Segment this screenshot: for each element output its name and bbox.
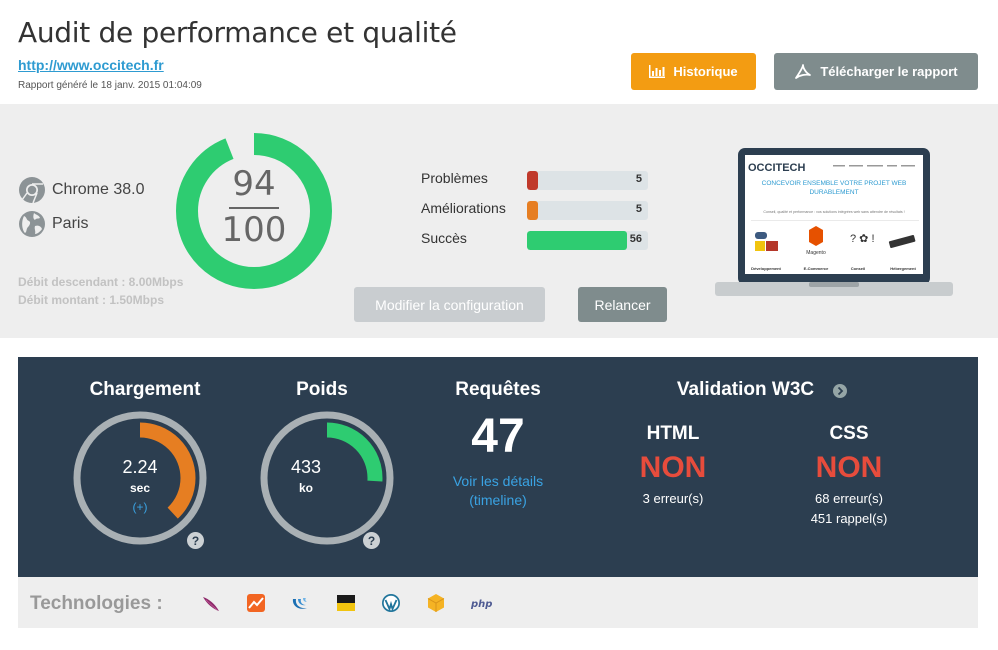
svg-text:Magento: Magento — [806, 250, 826, 256]
weight-title: Poids — [296, 379, 348, 400]
w3c-info-icon[interactable] — [833, 384, 847, 398]
stat-label: Succès — [421, 230, 467, 246]
score-divider — [229, 207, 279, 209]
stat-bar: 5 — [527, 201, 648, 220]
html-label: HTML — [646, 423, 700, 444]
edit-configuration-button[interactable]: Modifier la configuration — [354, 287, 545, 322]
download-label: Télécharger le rapport — [820, 64, 958, 79]
requests-timeline-link[interactable]: (timeline) — [469, 492, 527, 508]
preview-headline-1: CONCEVOIR ENSEMBLE VOTRE PROJET WEB — [762, 180, 907, 187]
feather-icon[interactable] — [201, 593, 221, 613]
preview-column-2: E-Commerce — [804, 266, 829, 271]
flag-icon[interactable] — [336, 593, 356, 613]
preview-brand: OCCITECH — [748, 162, 806, 174]
chart-icon[interactable] — [246, 593, 266, 613]
stat-bar: 5 — [527, 171, 648, 190]
weight-gauge — [260, 411, 394, 545]
html-verdict: NON — [639, 451, 707, 484]
preview-column-4: Hébergement — [890, 266, 916, 271]
audited-url-link[interactable]: http://www.occitech.fr — [18, 57, 164, 73]
technologies-bar: Technologies : php — [18, 577, 978, 628]
download-speed: Débit descendant : 8.00Mbps — [18, 275, 184, 289]
requests-details-link[interactable]: Voir les détails — [452, 473, 544, 489]
load-details-link[interactable]: (+) — [132, 500, 148, 514]
preview-headline-2: DURABLEMENT — [809, 189, 858, 196]
jquery-icon[interactable] — [290, 593, 310, 613]
svg-text:? ✿ !: ? ✿ ! — [850, 233, 875, 245]
stat-bar-fill — [527, 171, 538, 190]
stat-count: 5 — [635, 203, 642, 215]
load-help-icon[interactable]: ? — [187, 532, 204, 549]
report-header: Audit de performance et qualité http://w… — [0, 0, 998, 104]
site-preview: OCCITECH CONCEVOIR ENSEMBLE VOTRE PROJET… — [715, 148, 953, 296]
history-label: Historique — [673, 64, 738, 79]
technologies-label: Technologies : — [30, 593, 163, 614]
metrics-panel: Chargement 2.24 sec (+) ? Poids 433 ko ?… — [18, 357, 978, 577]
weight-value: 433 — [290, 457, 322, 477]
load-gauge — [73, 411, 207, 545]
wordpress-icon[interactable] — [381, 593, 401, 613]
score-value: 94 — [232, 164, 276, 204]
load-unit: sec — [129, 481, 151, 495]
upload-speed: Débit montant : 1.50Mbps — [18, 293, 165, 307]
stat-label: Problèmes — [421, 170, 488, 186]
page-title: Audit de performance et qualité — [18, 16, 457, 49]
load-title: Chargement — [89, 379, 201, 400]
browser-info: Chrome 38.0 — [18, 176, 145, 204]
download-report-button[interactable]: Télécharger le rapport — [774, 53, 978, 90]
requests-title: Requêtes — [455, 379, 541, 400]
stat-bar-fill — [527, 201, 538, 220]
css-errors[interactable]: 68 erreur(s) — [815, 491, 883, 506]
score-max: 100 — [221, 210, 287, 250]
weight-gauge-progress — [271, 422, 383, 534]
css-label: CSS — [829, 423, 869, 444]
php-text: php — [470, 599, 492, 610]
location-name: Paris — [52, 215, 89, 232]
php-icon[interactable]: php — [470, 593, 496, 613]
stat-label: Améliorations — [421, 200, 506, 216]
globe-icon — [19, 211, 45, 237]
w3c-title: Validation W3C — [676, 379, 815, 400]
box-icon[interactable] — [426, 593, 446, 613]
restart-button[interactable]: Relancer — [578, 287, 667, 322]
html-errors[interactable]: 3 erreur(s) — [642, 491, 704, 506]
browser-name: Chrome 38.0 — [52, 181, 145, 198]
requests-count: 47 — [471, 410, 525, 463]
css-verdict: NON — [815, 451, 883, 484]
css-reminders[interactable]: 451 rappel(s) — [810, 511, 888, 526]
location-info: Paris — [18, 210, 88, 238]
weight-unit: ko — [298, 481, 313, 495]
load-gauge-progress — [84, 422, 196, 534]
report-date: Rapport généré le 18 janv. 2015 01:04:09 — [18, 80, 202, 91]
load-gauge-track — [73, 411, 207, 545]
pdf-icon — [795, 63, 812, 79]
preview-column-3: Conseil — [851, 266, 865, 271]
stat-bar: 56 — [527, 231, 648, 250]
bar-chart-icon — [649, 65, 666, 78]
history-button[interactable]: Historique — [631, 53, 756, 90]
preview-tagline: Conseil, qualité et performance : vos so… — [763, 210, 904, 214]
chrome-icon — [19, 177, 45, 204]
stat-bar-fill — [527, 231, 628, 250]
score-ring — [176, 133, 332, 289]
load-value: 2.24 — [122, 457, 158, 477]
preview-column-1: Développement — [751, 266, 781, 271]
weight-help-icon[interactable]: ? — [363, 532, 380, 549]
summary-panel: Chrome 38.0 Paris Débit descendant : 8.0… — [0, 104, 998, 338]
stat-count: 56 — [629, 233, 642, 245]
weight-gauge-track — [260, 411, 394, 545]
score-ring-progress — [176, 133, 332, 289]
stat-count: 5 — [635, 173, 642, 185]
